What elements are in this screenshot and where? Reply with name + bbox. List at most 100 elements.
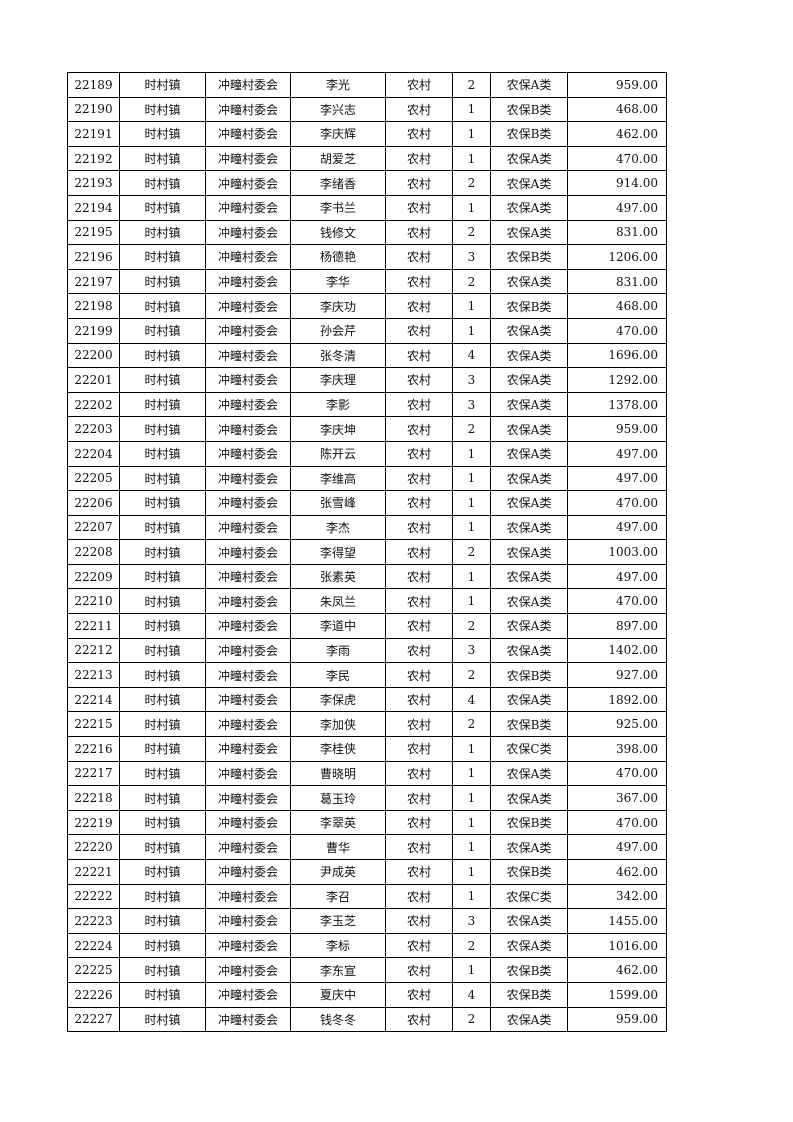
row-id-cell: 22189 [67, 72, 120, 98]
amount-cell: 959.00 [567, 1006, 667, 1033]
data-table: 22189 时村镇 冲疃村委会 李光 农村 2 农保A类 959.00 22190 时村镇 冲疃村委… [67, 72, 667, 1033]
town-cell: 时村镇 [119, 342, 206, 369]
residence-type-cell: 农村 [385, 785, 453, 811]
row-id-cell: 22226 [67, 981, 120, 1008]
town-cell: 时村镇 [119, 883, 206, 910]
residence-type-cell: 农村 [385, 391, 453, 418]
table-row: 22215 时村镇 冲疃村委会 李加侠 农村 2 农保B类 925.00 [67, 711, 667, 738]
residence-type-cell: 农村 [385, 244, 453, 270]
row-id-cell: 22198 [67, 293, 120, 319]
household-size-cell: 2 [452, 416, 491, 442]
insurance-category-cell: 农保B类 [490, 711, 568, 738]
person-name-cell: 李桂侠 [290, 736, 386, 762]
table-row: 22210 时村镇 冲疃村委会 朱凤兰 农村 1 农保A类 470.00 [67, 588, 667, 615]
table-row: 22226 时村镇 冲疃村委会 夏庆中 农村 4 农保B类 1599.00 [67, 981, 667, 1008]
row-id-cell: 22192 [67, 145, 120, 172]
amount-cell: 367.00 [567, 785, 667, 811]
residence-type-cell: 农村 [385, 170, 453, 196]
amount-cell: 470.00 [567, 809, 667, 836]
residence-type-cell: 农村 [385, 981, 453, 1008]
village-committee-cell: 冲疃村委会 [205, 121, 291, 147]
village-committee-cell: 冲疃村委会 [205, 834, 291, 860]
insurance-category-cell: 农保A类 [490, 514, 568, 541]
village-committee-cell: 冲疃村委会 [205, 1006, 291, 1033]
town-cell: 时村镇 [119, 957, 206, 983]
village-committee-cell: 冲疃村委会 [205, 809, 291, 836]
row-id-cell: 22221 [67, 859, 120, 885]
household-size-cell: 1 [452, 490, 491, 516]
town-cell: 时村镇 [119, 662, 206, 688]
household-size-cell: 3 [452, 637, 491, 664]
table-row: 22189 时村镇 冲疃村委会 李光 农村 2 农保A类 959.00 [67, 72, 667, 98]
insurance-category-cell: 农保A类 [490, 637, 568, 664]
town-cell: 时村镇 [119, 121, 206, 147]
town-cell: 时村镇 [119, 785, 206, 811]
amount-cell: 1206.00 [567, 244, 667, 270]
insurance-category-cell: 农保A类 [490, 72, 568, 98]
town-cell: 时村镇 [119, 293, 206, 319]
row-id-cell: 22209 [67, 563, 120, 590]
table-row: 22192 时村镇 冲疃村委会 胡爱芝 农村 1 农保A类 470.00 [67, 145, 667, 172]
town-cell: 时村镇 [119, 72, 206, 98]
village-committee-cell: 冲疃村委会 [205, 711, 291, 738]
amount-cell: 462.00 [567, 121, 667, 147]
amount-cell: 1696.00 [567, 342, 667, 369]
household-size-cell: 1 [452, 145, 491, 172]
residence-type-cell: 农村 [385, 121, 453, 147]
table-row: 22207 时村镇 冲疃村委会 李杰 农村 1 农保A类 497.00 [67, 514, 667, 541]
village-committee-cell: 冲疃村委会 [205, 736, 291, 762]
village-committee-cell: 冲疃村委会 [205, 490, 291, 516]
village-committee-cell: 冲疃村委会 [205, 981, 291, 1008]
town-cell: 时村镇 [119, 932, 206, 959]
table-row: 22205 时村镇 冲疃村委会 李维高 农村 1 农保A类 497.00 [67, 465, 667, 492]
town-cell: 时村镇 [119, 686, 206, 713]
insurance-category-cell: 农保A类 [490, 465, 568, 492]
person-name-cell: 李影 [290, 391, 386, 418]
person-name-cell: 李东宣 [290, 957, 386, 983]
amount-cell: 497.00 [567, 563, 667, 590]
table-row: 22221 时村镇 冲疃村委会 尹成英 农村 1 农保B类 462.00 [67, 859, 667, 885]
insurance-category-cell: 农保A类 [490, 440, 568, 467]
residence-type-cell: 农村 [385, 317, 453, 344]
amount-cell: 1599.00 [567, 981, 667, 1008]
person-name-cell: 李玉芝 [290, 908, 386, 934]
row-id-cell: 22193 [67, 170, 120, 196]
amount-cell: 468.00 [567, 293, 667, 319]
town-cell: 时村镇 [119, 391, 206, 418]
row-id-cell: 22190 [67, 96, 120, 123]
table-row: 22223 时村镇 冲疃村委会 李玉芝 农村 3 农保A类 1455.00 [67, 908, 667, 934]
person-name-cell: 李加侠 [290, 711, 386, 738]
household-size-cell: 2 [452, 72, 491, 98]
table-row: 22196 时村镇 冲疃村委会 杨德艳 农村 3 农保B类 1206.00 [67, 244, 667, 270]
amount-cell: 470.00 [567, 317, 667, 344]
household-size-cell: 3 [452, 908, 491, 934]
residence-type-cell: 农村 [385, 514, 453, 541]
household-size-cell: 1 [452, 809, 491, 836]
amount-cell: 470.00 [567, 490, 667, 516]
household-size-cell: 3 [452, 244, 491, 270]
person-name-cell: 钱修文 [290, 219, 386, 246]
table-row: 22222 时村镇 冲疃村委会 李召 农村 1 农保C类 342.00 [67, 883, 667, 910]
village-committee-cell: 冲疃村委会 [205, 588, 291, 615]
person-name-cell: 李兴志 [290, 96, 386, 123]
village-committee-cell: 冲疃村委会 [205, 908, 291, 934]
row-id-cell: 22217 [67, 760, 120, 787]
amount-cell: 470.00 [567, 760, 667, 787]
person-name-cell: 李得望 [290, 539, 386, 565]
person-name-cell: 李光 [290, 72, 386, 98]
town-cell: 时村镇 [119, 809, 206, 836]
town-cell: 时村镇 [119, 416, 206, 442]
insurance-category-cell: 农保A类 [490, 588, 568, 615]
person-name-cell: 曹晓明 [290, 760, 386, 787]
household-size-cell: 2 [452, 662, 491, 688]
residence-type-cell: 农村 [385, 834, 453, 860]
table-row: 22200 时村镇 冲疃村委会 张冬清 农村 4 农保A类 1696.00 [67, 342, 667, 369]
village-committee-cell: 冲疃村委会 [205, 96, 291, 123]
table-row: 22204 时村镇 冲疃村委会 陈开云 农村 1 农保A类 497.00 [67, 440, 667, 467]
amount-cell: 959.00 [567, 416, 667, 442]
town-cell: 时村镇 [119, 736, 206, 762]
village-committee-cell: 冲疃村委会 [205, 686, 291, 713]
row-id-cell: 22210 [67, 588, 120, 615]
row-id-cell: 22213 [67, 662, 120, 688]
table-row: 22208 时村镇 冲疃村委会 李得望 农村 2 农保A类 1003.00 [67, 539, 667, 565]
